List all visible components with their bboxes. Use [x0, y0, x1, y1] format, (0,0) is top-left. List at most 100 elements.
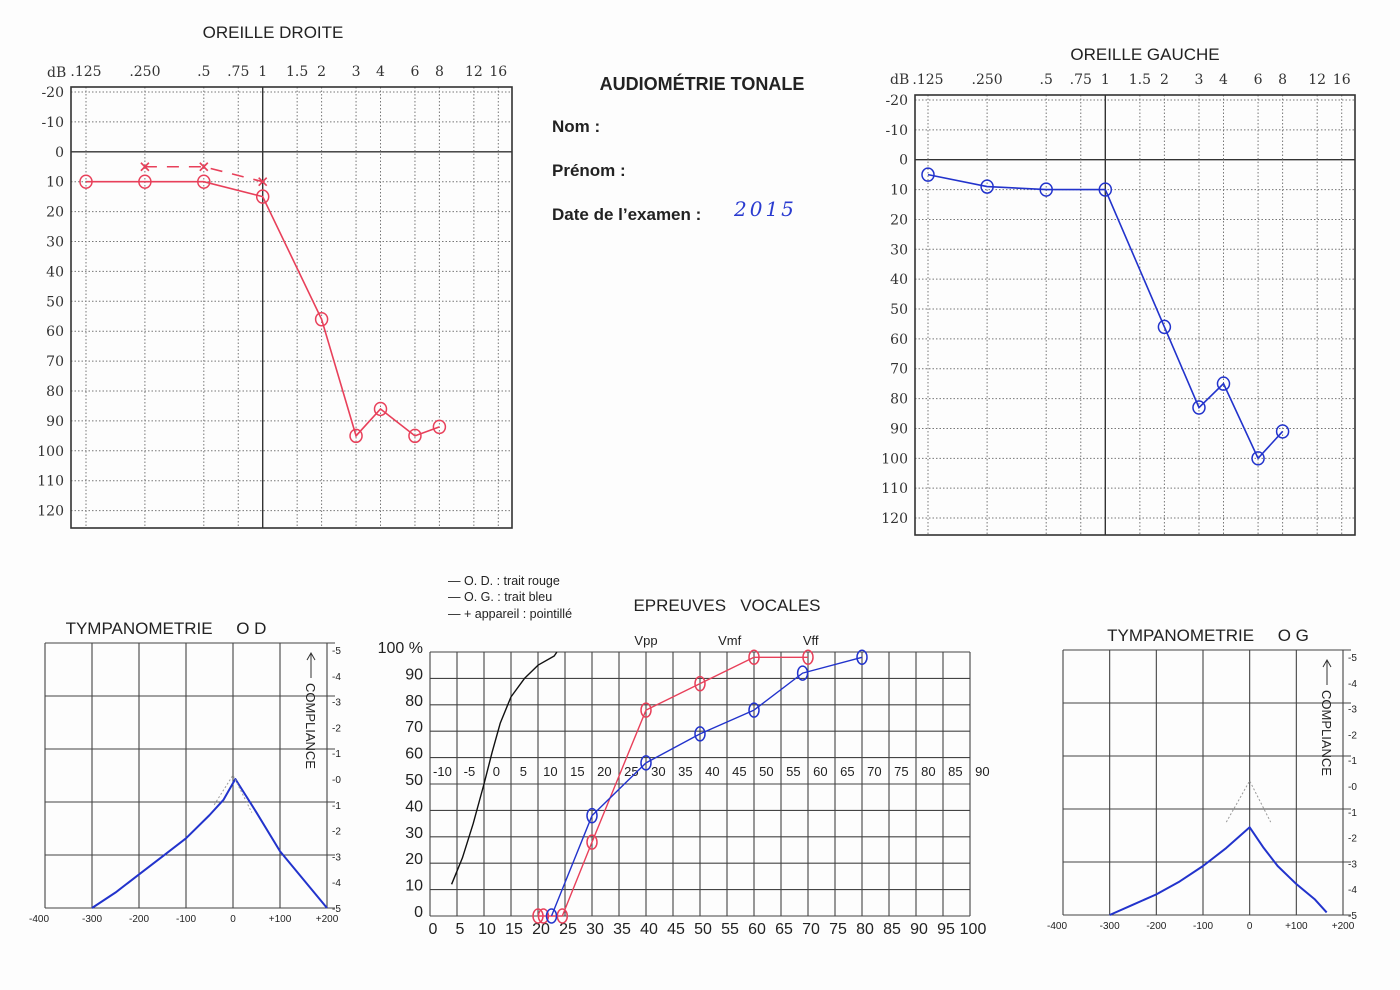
- x-tick-label: -200: [129, 914, 149, 925]
- x-tick-label: .75: [1070, 72, 1092, 88]
- data-point-circle: [138, 174, 152, 189]
- y-tick-label: -2: [1348, 730, 1357, 741]
- y-tick-label: 10: [890, 183, 908, 199]
- x-tick-label: .250: [972, 72, 1003, 88]
- data-point-circle: [694, 675, 706, 692]
- x-tick-label: 6: [1254, 72, 1263, 88]
- data-point-circle: [856, 649, 868, 666]
- x-tick-label: -100: [176, 914, 196, 925]
- x-tick-label: 16: [1333, 72, 1351, 88]
- x-tick-label: .125: [70, 64, 101, 80]
- left-ear-title: OREILLE GAUCHE: [1070, 45, 1219, 64]
- y-tick-label: 10: [405, 878, 423, 895]
- y-tick-label: 90: [890, 421, 908, 437]
- x-tick-label: 50: [694, 921, 712, 938]
- x-tick-label: 12: [465, 64, 483, 80]
- x-tick-label: 2: [1160, 72, 1169, 88]
- series-line: [550, 656, 863, 917]
- y-tick-label: 80: [46, 384, 64, 400]
- data-point-circle: [532, 908, 544, 924]
- data-point-circle: [694, 726, 706, 742]
- x-tick-label: 16: [489, 64, 507, 80]
- data-point-circle: [545, 908, 558, 924]
- x-tick-label: 55: [721, 921, 739, 938]
- y-tick-label: 70: [890, 362, 908, 378]
- y-tick-label: -1: [1348, 808, 1357, 819]
- y-tick-label: 60: [890, 332, 908, 348]
- y-tick-label: -1: [332, 749, 341, 760]
- data-point-circle: [432, 419, 447, 435]
- x-tick-label: .5: [1040, 72, 1053, 88]
- y-tick-label: -3: [332, 852, 341, 863]
- y-tick-label: -4: [1348, 885, 1357, 896]
- x-tick-label: 70: [802, 921, 820, 938]
- intensity-tick-label: 35: [678, 764, 692, 779]
- y-tick-label: -5: [1348, 653, 1357, 664]
- tympanogram-curve: [1109, 826, 1328, 916]
- y-tick-label: 120: [881, 511, 908, 527]
- x-tick-label: 1.5: [286, 64, 308, 80]
- y-tick-label: -20: [41, 85, 64, 101]
- plot-frame: [70, 86, 513, 529]
- x-tick-label: 15: [505, 921, 523, 938]
- audiogram-1: -20 -10 0 10 20 30 40 50 60 70 80 90 100 110 120 .125 .2…: [881, 72, 1356, 536]
- x-stroke: [140, 162, 150, 172]
- x-tick-label: 20: [532, 921, 550, 938]
- y-tick-label: 0: [414, 904, 423, 921]
- x-tick-label: 8: [1278, 72, 1287, 88]
- tympanometry-4: -400 -300 -200 -100 0 +100 +200-5-4-3-2-1-0-1-…: [1047, 649, 1357, 932]
- intensity-tick-label: 55: [786, 764, 800, 779]
- data-point-circle: [537, 908, 550, 924]
- data-point-circle: [197, 174, 211, 189]
- x-stroke: [258, 177, 268, 187]
- arrow-head-icon: [1322, 658, 1332, 668]
- tymp-og-title: TYMPANOMETRIE O G: [1107, 626, 1309, 645]
- intensity-tick-label: 0: [493, 764, 500, 779]
- data-point-circle: [556, 908, 569, 924]
- data-point-circle: [1039, 182, 1053, 197]
- x-tick-label: 12: [1308, 72, 1326, 88]
- intensity-tick-label: 85: [948, 764, 962, 779]
- series-line: [86, 180, 440, 438]
- y-tick-label: 30: [46, 235, 64, 251]
- date-label: Date de l’examen :: [552, 205, 701, 224]
- x-tick-label: 30: [586, 921, 604, 938]
- prenom-label: Prénom :: [552, 161, 626, 180]
- x-tick-label: .75: [227, 64, 249, 80]
- data-point-circle: [748, 649, 760, 666]
- y-tick-label: -4: [1348, 679, 1357, 690]
- x-tick-label: 90: [910, 921, 928, 938]
- intensity-tick-label: 60: [813, 764, 827, 779]
- reference-peak-line: [1225, 780, 1272, 823]
- voice-label: Vpp: [634, 633, 657, 648]
- data-point-circle: [748, 702, 760, 718]
- data-point-circle: [314, 311, 329, 327]
- intensity-tick-label: -10: [433, 764, 452, 779]
- y-tick-label: -0: [332, 775, 341, 786]
- x-tick-label: .250: [129, 64, 160, 80]
- x-tick-label: 3: [1195, 72, 1204, 88]
- intensity-tick-label: 25: [624, 764, 638, 779]
- y-tick-label: 10: [46, 175, 64, 191]
- arrow-head-icon: [306, 651, 316, 661]
- speech-title: EPREUVES VOCALES: [633, 596, 820, 615]
- y-tick-label: -4: [332, 672, 341, 683]
- data-point-circle: [586, 834, 598, 850]
- voice-label: Vmf: [718, 633, 742, 648]
- form-title: AUDIOMÉTRIE TONALE: [600, 73, 805, 94]
- intensity-tick-label: 20: [597, 764, 611, 779]
- data-point-x: [199, 162, 209, 172]
- tympanogram-curve: [91, 778, 328, 909]
- y-tick-label: -5: [332, 904, 341, 915]
- data-point-circle: [796, 665, 809, 681]
- y-tick-label: 50: [405, 772, 423, 789]
- y-tick-label: 0: [899, 153, 908, 169]
- intensity-tick-label: 5: [520, 764, 527, 779]
- right-ear-ylabel: dB: [47, 65, 66, 81]
- y-tick-label: -3: [1348, 705, 1357, 716]
- y-tick-label: -5: [1348, 911, 1357, 922]
- x-tick-label: +100: [269, 914, 292, 925]
- y-tick-label: 100 %: [378, 640, 423, 657]
- data-point-x: [140, 162, 150, 172]
